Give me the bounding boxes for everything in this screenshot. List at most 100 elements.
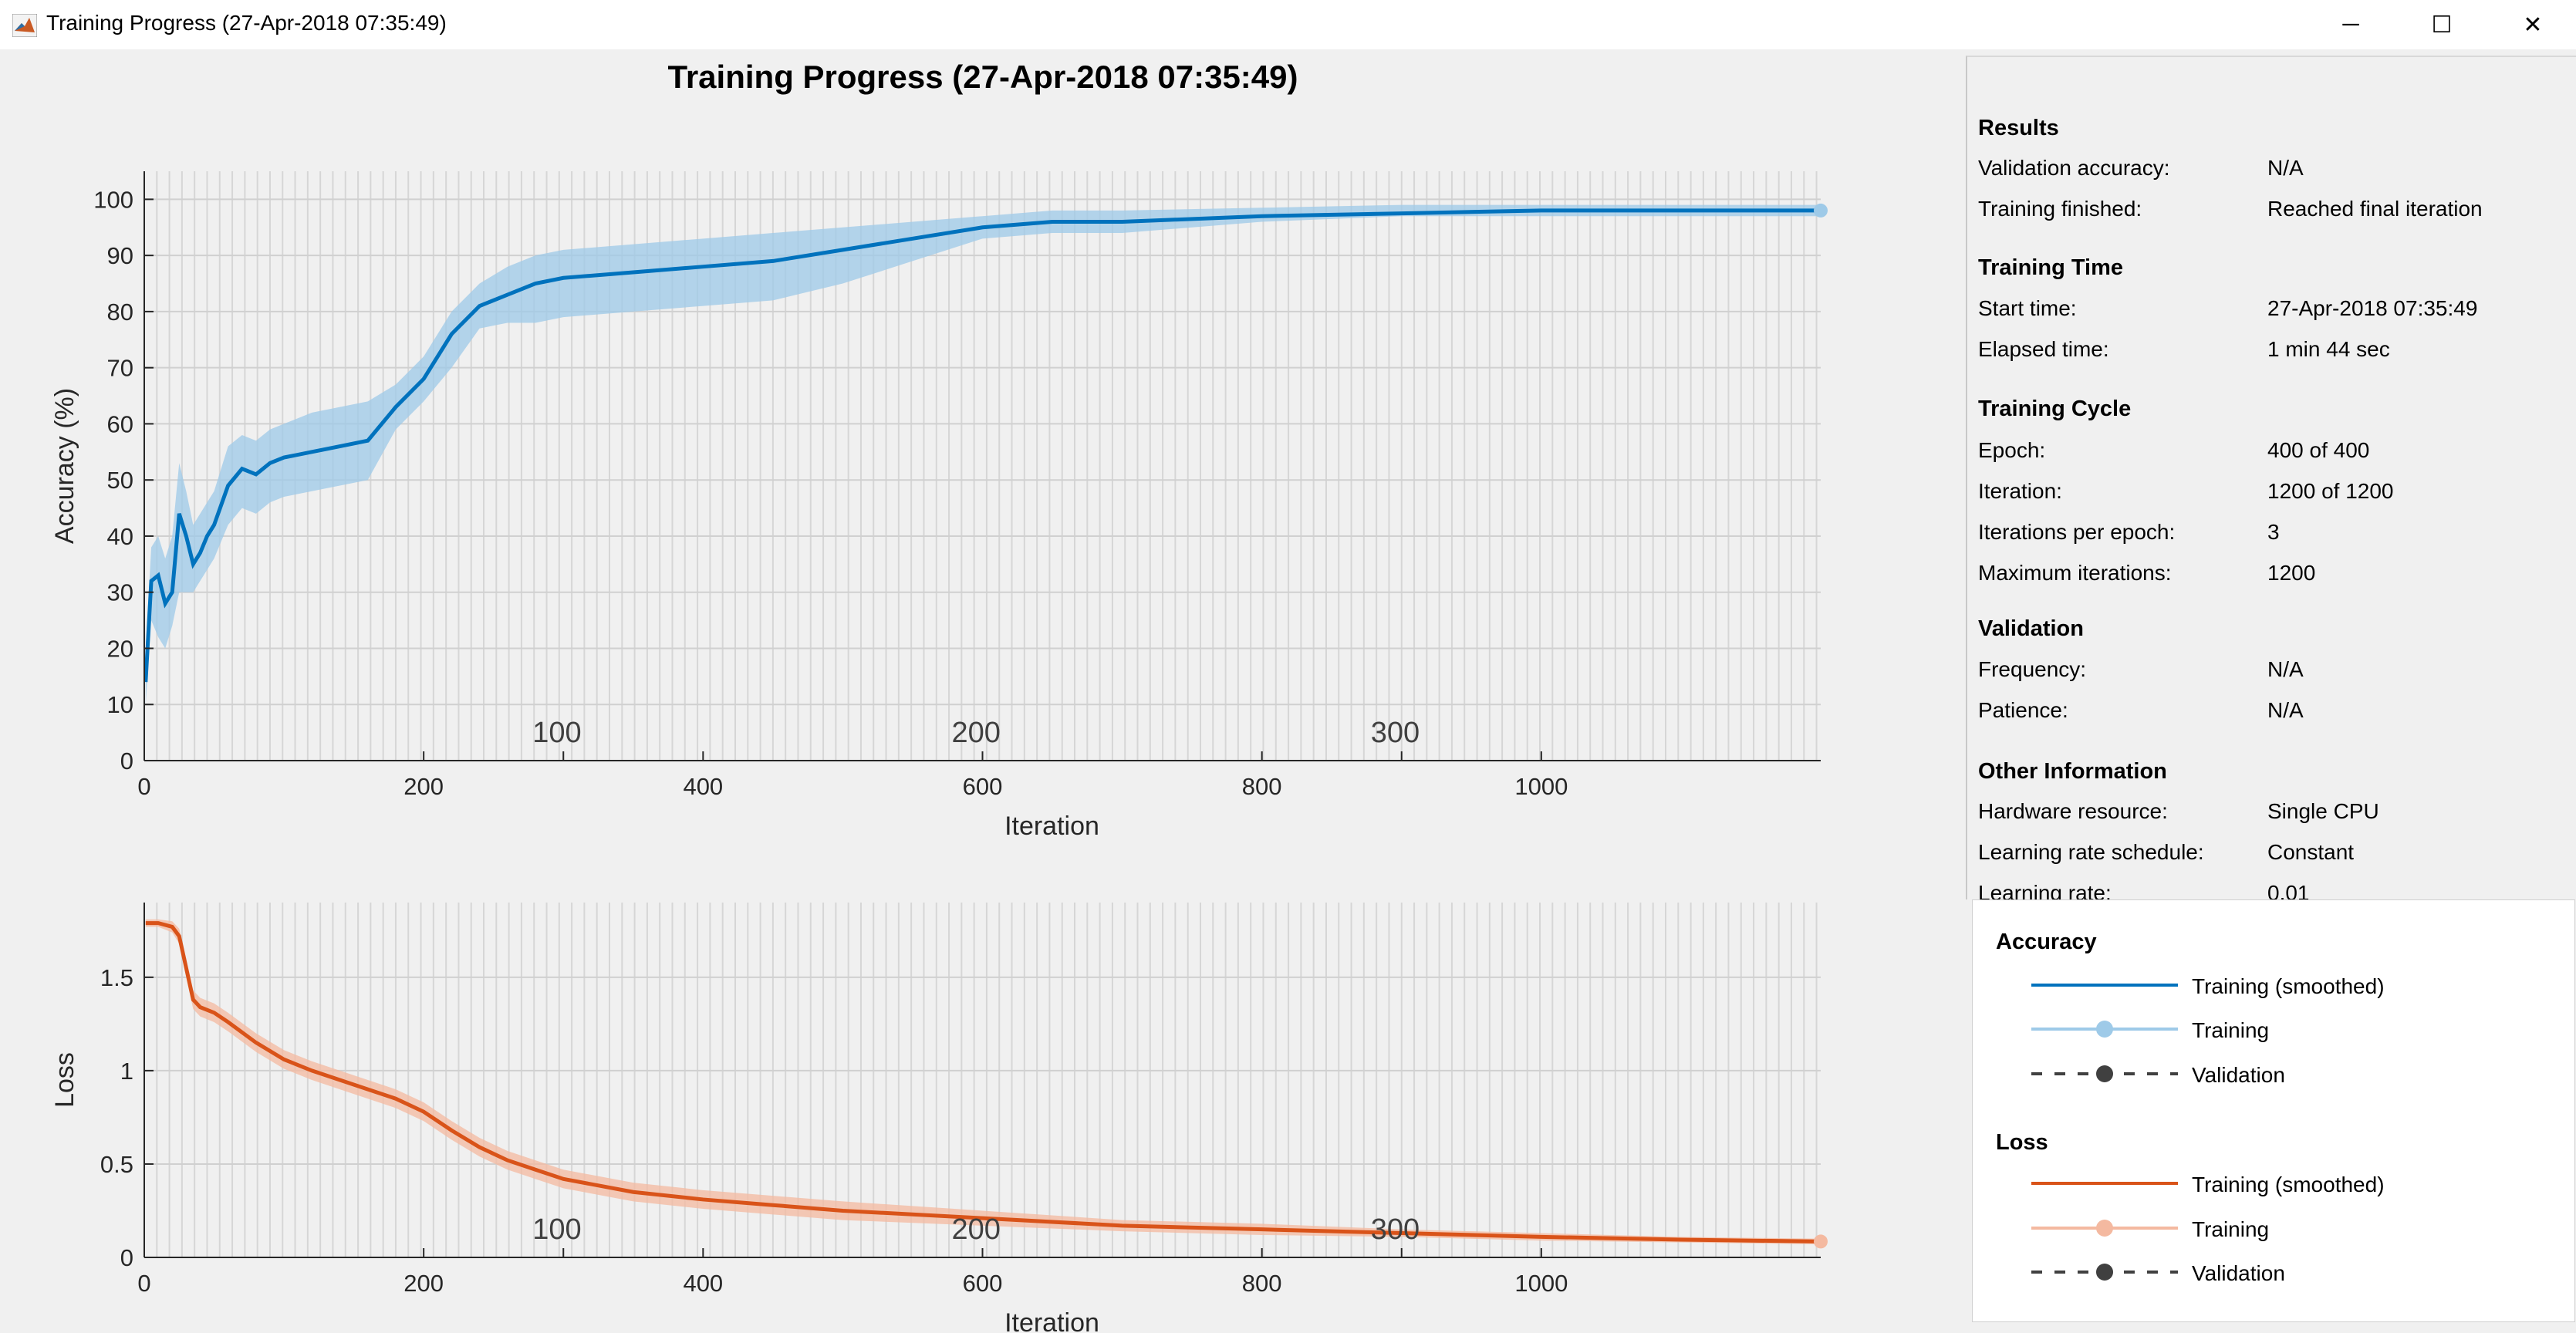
info-label: Validation accuracy: (1978, 156, 2170, 180)
epoch-dividers (143, 171, 1818, 761)
epoch-label: 300 (1371, 1213, 1420, 1246)
x-tick-label: 600 (963, 1270, 1003, 1297)
x-tick-label: 400 (683, 773, 723, 800)
epoch-label: 300 (1371, 717, 1420, 749)
y-tick-label: 70 (107, 355, 133, 382)
y-tick-label: 20 (107, 635, 133, 662)
chart-accuracy: 0 200 400 600 800 1000 0 10 20 30 40 50 60 70 80 90 100 1… (50, 171, 1828, 841)
matlab-logo-icon (12, 14, 37, 37)
info-value: N/A (2267, 698, 2304, 722)
y-tick-label: 0 (120, 747, 133, 774)
legend-accuracy-heading: Accuracy (1996, 930, 2097, 954)
legend-loss-smoothed: Training (smoothed) (2192, 1173, 2385, 1196)
x-axis-label: Iteration (1004, 812, 1099, 841)
info-value: N/A (2267, 156, 2304, 180)
x-tick-label: 800 (1242, 1270, 1282, 1297)
window-title: Training Progress (27-Apr-2018 07:35:49) (46, 11, 447, 35)
chart-loss: 0 200 400 600 800 1000 0 0.5 1 1.5 100 200 300 Iterat… (50, 903, 1828, 1333)
x-tick-label: 200 (403, 1270, 444, 1297)
loss-smoothed-swatch-icon (2031, 1182, 2178, 1185)
info-value: Constant (2267, 840, 2355, 864)
accuracy-training-swatch-icon (2031, 1021, 2178, 1038)
legend-accuracy-training: Training (2192, 1018, 2270, 1042)
y-axis-label: Accuracy (%) (50, 388, 79, 544)
section-heading-results: Results (1978, 116, 2059, 140)
info-label: Maximum iterations: (1978, 561, 2172, 585)
x-tick-label: 600 (963, 773, 1003, 800)
legend-accuracy-smoothed: Training (smoothed) (2192, 974, 2385, 998)
info-label: Hardware resource: (1978, 799, 2168, 823)
info-label: Learning rate: (1978, 881, 2112, 899)
info-value: 1 min 44 sec (2267, 337, 2390, 361)
info-label: Patience: (1978, 698, 2068, 722)
y-tick-label: 100 (93, 186, 133, 213)
window-titlebar: Training Progress (27-Apr-2018 07:35:49)… (0, 0, 2576, 49)
page-title: Training Progress (27-Apr-2018 07:35:49) (667, 59, 1298, 95)
section-heading-training-cycle: Training Cycle (1978, 397, 2132, 421)
x-tick-label: 0 (137, 1270, 150, 1297)
x-tick-label: 200 (403, 773, 444, 800)
y-axis-label: Loss (50, 1052, 79, 1108)
plot-area (144, 903, 1821, 1257)
x-tick-label: 800 (1242, 773, 1282, 800)
training-info-panel[interactable]: Results Validation accuracy: N/A Training f… (1966, 56, 2576, 899)
y-tick-label: 80 (107, 299, 133, 326)
info-value: 27-Apr-2018 07:35:49 (2267, 296, 2478, 320)
y-tick-label: 60 (107, 410, 133, 437)
y-tick-label: 1 (120, 1058, 133, 1085)
loss-training-swatch-icon (2031, 1220, 2178, 1237)
x-tick-label: 1000 (1514, 1270, 1568, 1297)
legend-accuracy-validation: Validation (2192, 1063, 2285, 1087)
info-label: Frequency: (1978, 657, 2087, 681)
section-heading-training-time: Training Time (1978, 255, 2124, 280)
final-point-marker (1814, 203, 1828, 218)
info-value: 400 of 400 (2267, 438, 2370, 462)
info-label: Start time: (1978, 296, 2077, 320)
info-value: 3 (2267, 520, 2280, 544)
close-icon: ✕ (2523, 12, 2543, 38)
x-axis-label: Iteration (1004, 1308, 1099, 1333)
section-heading-validation: Validation (1978, 616, 2084, 641)
info-value: Single CPU (2267, 799, 2379, 823)
training-plots: 0 200 400 600 800 100001020304050607080901001… (50, 171, 1828, 1333)
loss-validation-swatch-icon (2031, 1264, 2178, 1281)
info-label: Iterations per epoch: (1978, 520, 2176, 544)
minimize-icon: ─ (2342, 12, 2359, 37)
close-button[interactable]: ✕ (2487, 0, 2576, 49)
epoch-label: 200 (952, 717, 1001, 749)
info-value: 1200 (2267, 561, 2316, 585)
y-tick-label: 50 (107, 467, 133, 494)
x-tick-label: 400 (683, 1270, 723, 1297)
info-label: Training finished: (1978, 197, 2142, 221)
accuracy-validation-swatch-icon (2031, 1065, 2178, 1082)
legend: Accuracy Training (smoothed) Training Va… (1972, 899, 2575, 1322)
epoch-label: 200 (952, 1213, 1001, 1246)
minimize-button[interactable]: ─ (2305, 0, 2396, 49)
info-label: Elapsed time: (1978, 337, 2109, 361)
info-value: Reached final iteration (2267, 197, 2483, 221)
legend-loss-heading: Loss (1996, 1130, 2048, 1155)
accuracy-smoothed-swatch-icon (2031, 984, 2178, 987)
info-value: 1200 of 1200 (2267, 479, 2394, 503)
x-tick-label: 0 (137, 773, 150, 800)
info-value: N/A (2267, 657, 2304, 681)
maximize-button[interactable]: ☐ (2396, 0, 2487, 49)
y-tick-label: 0.5 (100, 1151, 133, 1178)
info-value: 0.01 (2267, 881, 2310, 899)
y-tick-label: 0 (120, 1244, 133, 1271)
info-label: Learning rate schedule: (1978, 840, 2204, 864)
info-label: Epoch: (1978, 438, 2046, 462)
epoch-label: 100 (532, 1213, 581, 1246)
y-tick-label: 1.5 (100, 964, 133, 991)
y-tick-label: 90 (107, 242, 133, 269)
training-smoothed-line (145, 921, 1821, 1244)
x-tick-label: 1000 (1514, 773, 1568, 800)
final-point-marker (1814, 1234, 1828, 1249)
training-smoothed-line (143, 208, 1821, 683)
y-tick-label: 40 (107, 523, 133, 550)
legend-loss-training: Training (2192, 1217, 2270, 1241)
epoch-dividers (143, 903, 1818, 1257)
legend-loss-validation: Validation (2192, 1261, 2285, 1285)
plot-area (144, 171, 1821, 761)
epoch-label: 100 (532, 717, 581, 749)
